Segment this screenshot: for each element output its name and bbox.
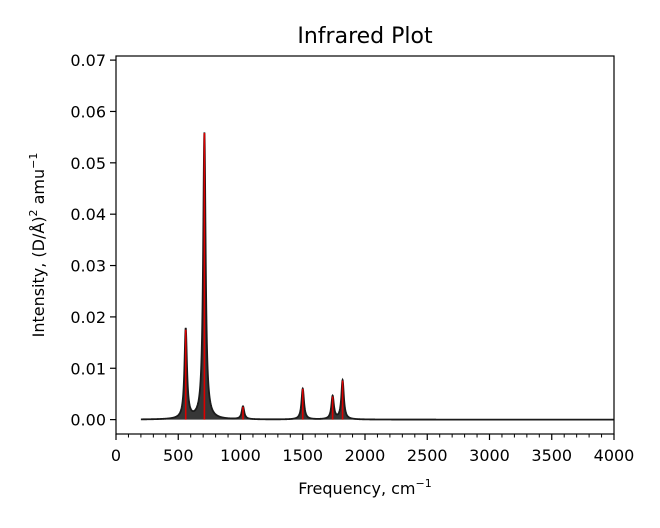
x-axis-title: Frequency, cm−1 bbox=[298, 477, 431, 498]
y-tick-label: 0.07 bbox=[70, 51, 106, 70]
axes-frame bbox=[115, 55, 615, 435]
y-tick-label: 0.03 bbox=[70, 257, 106, 276]
y-tick-label: 0.04 bbox=[70, 205, 106, 224]
x-tick-label: 4000 bbox=[594, 446, 635, 465]
x-tick-label: 3500 bbox=[531, 446, 572, 465]
y-axis: 0.00 0.01 0.02 0.03 0.04 0.05 0.06 0.07 bbox=[70, 51, 116, 430]
chart-title: Infrared Plot bbox=[297, 24, 433, 49]
y-axis-title: Intensity, (D/Å)2 amu−1 bbox=[27, 153, 48, 338]
x-tick-label: 0 bbox=[111, 446, 121, 465]
spectrum-line bbox=[140, 132, 614, 421]
y-tick-label: 0.01 bbox=[70, 359, 106, 378]
x-tick-label: 2000 bbox=[345, 446, 386, 465]
y-tick-label: 0.06 bbox=[70, 102, 106, 121]
x-tick-label: 1500 bbox=[282, 446, 323, 465]
x-tick-label: 500 bbox=[163, 446, 194, 465]
x-axis: 0 500 1000 1500 2000 2500 3000 3500 4000 bbox=[111, 434, 634, 465]
y-tick-label: 0.05 bbox=[70, 154, 106, 173]
x-tick-label: 2500 bbox=[407, 446, 448, 465]
spectrum-fill bbox=[140, 132, 614, 420]
x-tick-label: 3000 bbox=[469, 446, 510, 465]
x-tick-label: 1000 bbox=[220, 446, 261, 465]
plot-area bbox=[140, 132, 614, 421]
y-tick-label: 0.00 bbox=[70, 411, 106, 430]
y-tick-label: 0.02 bbox=[70, 308, 106, 327]
